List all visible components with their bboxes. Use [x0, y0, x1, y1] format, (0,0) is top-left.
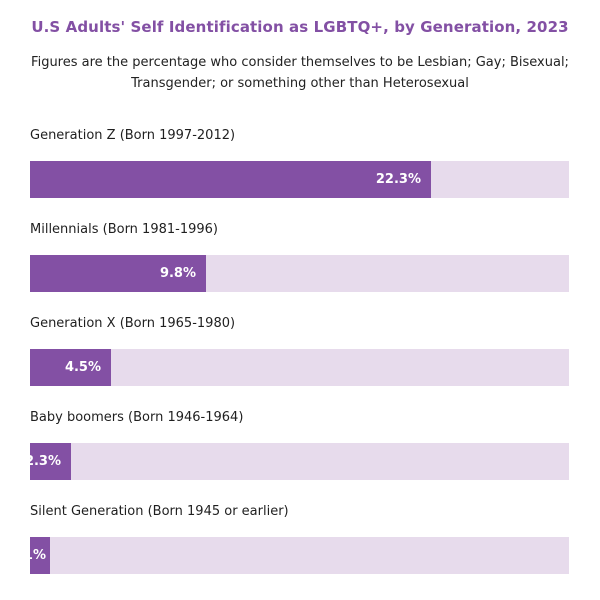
bar-category-label: Generation Z (Born 1997-2012) [30, 128, 236, 143]
bar-value-label: 9.8% [159, 266, 196, 281]
bar-category-label: Baby boomers (Born 1946-1964) [30, 410, 244, 425]
bar-category-label: Millennials (Born 1981-1996) [30, 222, 218, 237]
bar-row: Generation X (Born 1965-1980) 4.5% [30, 316, 569, 396]
bar-value-label: 1.1% [9, 548, 46, 563]
bar: 1.1% [10, 537, 50, 574]
bar: 9.8% [30, 255, 206, 292]
bar-track: 4.5% [30, 349, 569, 386]
bar-row: Millennials (Born 1981-1996) 9.8% [30, 222, 569, 302]
bar-row: Baby boomers (Born 1946-1964) 2.3% [25, 410, 569, 490]
bar-value-label: 22.3% [375, 172, 421, 187]
bar-value-label: 2.3% [24, 454, 61, 469]
bar-track: 1.1% [10, 537, 569, 574]
bar-value-label: 4.5% [64, 360, 101, 375]
bar: 4.5% [30, 349, 111, 386]
bar-track: 22.3% [30, 161, 569, 198]
bar-row: Silent Generation (Born 1945 or earlier)… [10, 504, 569, 584]
bar-category-label: Generation X (Born 1965-1980) [30, 316, 236, 331]
bar-track: 9.8% [30, 255, 569, 292]
bar: 22.3% [30, 161, 431, 198]
bar: 2.3% [25, 443, 71, 480]
bar-row: Generation Z (Born 1997-2012) 22.3% [30, 128, 569, 208]
bar-category-label: Silent Generation (Born 1945 or earlier) [30, 504, 289, 519]
bar-track: 2.3% [25, 443, 569, 480]
chart-subtitle: Figures are the percentage who consider … [31, 55, 569, 91]
chart-title: U.S Adults' Self Identification as LGBTQ… [31, 18, 569, 36]
